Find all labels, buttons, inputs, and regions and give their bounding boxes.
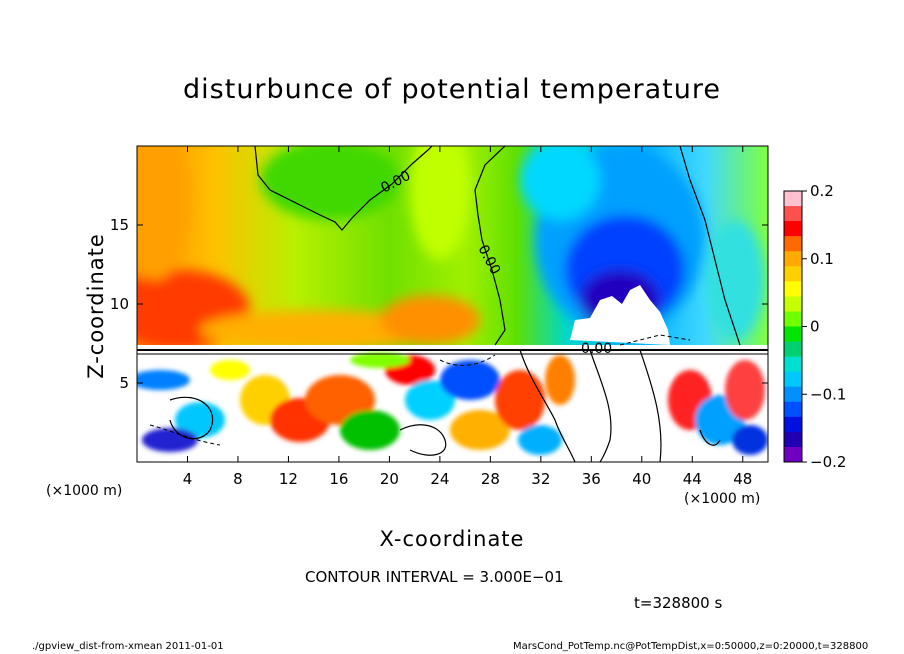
colorbar-tick-label: −0.2 (810, 453, 846, 471)
x-tick-label: 16 (329, 470, 348, 488)
colorbar-swatch (784, 266, 802, 282)
x-tick-label: 36 (582, 470, 601, 488)
x-tick-label: 4 (183, 470, 193, 488)
colorbar-swatch (784, 281, 802, 297)
x-tick-label: 20 (380, 470, 399, 488)
colorbar-swatch (784, 416, 802, 433)
colorbar-tick-label: 0.1 (810, 250, 834, 268)
x-tick-label: 44 (683, 470, 702, 488)
x-tick-label: 24 (430, 470, 449, 488)
contour-interval-note: CONTOUR INTERVAL = 3.000E−01 (305, 568, 564, 586)
x-tick-label: 12 (279, 470, 298, 488)
colorbar-swatch (784, 431, 802, 448)
colorbar-swatch (784, 446, 802, 463)
chart-title: disturbunce of potential temperature (183, 74, 721, 105)
x-axis-ticks: 4 8 12 16 20 24 28 32 36 40 44 48 (183, 146, 752, 488)
colorbar-swatch (784, 206, 802, 222)
colorbar-swatch (784, 386, 802, 403)
colorbar-tick-label: 0 (810, 318, 820, 336)
y-tick-label: 15 (110, 216, 129, 234)
x-tick-label: 28 (481, 470, 500, 488)
x-unit-label-right: (×1000 m) (684, 491, 761, 507)
colorbar-swatch (784, 341, 802, 358)
colorbar-swatch (784, 221, 802, 237)
colorbar-swatch (784, 371, 802, 388)
x-tick-label: 48 (733, 470, 752, 488)
colorbar-tick-label: −0.1 (810, 385, 846, 403)
colorbar-swatch (784, 296, 802, 312)
x-tick-label: 8 (233, 470, 243, 488)
y-tick-label: 10 (110, 295, 129, 313)
time-stamp: t=328800 s (634, 594, 723, 612)
colorbar-swatch (784, 326, 802, 343)
x-axis-label: X-coordinate (379, 527, 525, 551)
footer-left: ./gpview_dist-from-xmean 2011-01-01 (32, 641, 224, 652)
footer-right: MarsCond_PotTemp.nc@PotTempDist,x=0:5000… (513, 641, 869, 652)
colorbar: 0.2 0.1 0 −0.1 −0.2 (783, 182, 846, 471)
colorbar-swatch (784, 356, 802, 373)
colorbar-swatch (784, 191, 802, 207)
colorbar-swatch (784, 401, 802, 418)
colorbar-swatch (784, 251, 802, 267)
y-axis-ticks: 5 10 15 (110, 216, 768, 392)
x-unit-label-left: (×1000 m) (46, 483, 123, 499)
x-tick-label: 40 (632, 470, 651, 488)
x-tick-label: 32 (531, 470, 550, 488)
contour-label: 0.00 (581, 341, 612, 357)
colorbar-tick-label: 0.2 (810, 182, 834, 200)
colorbar-swatch (784, 236, 802, 252)
y-tick-label: 5 (119, 374, 129, 392)
heatmap-field: 0.00 0.00 0.00 (137, 146, 768, 462)
colorbar-swatch (784, 311, 802, 327)
